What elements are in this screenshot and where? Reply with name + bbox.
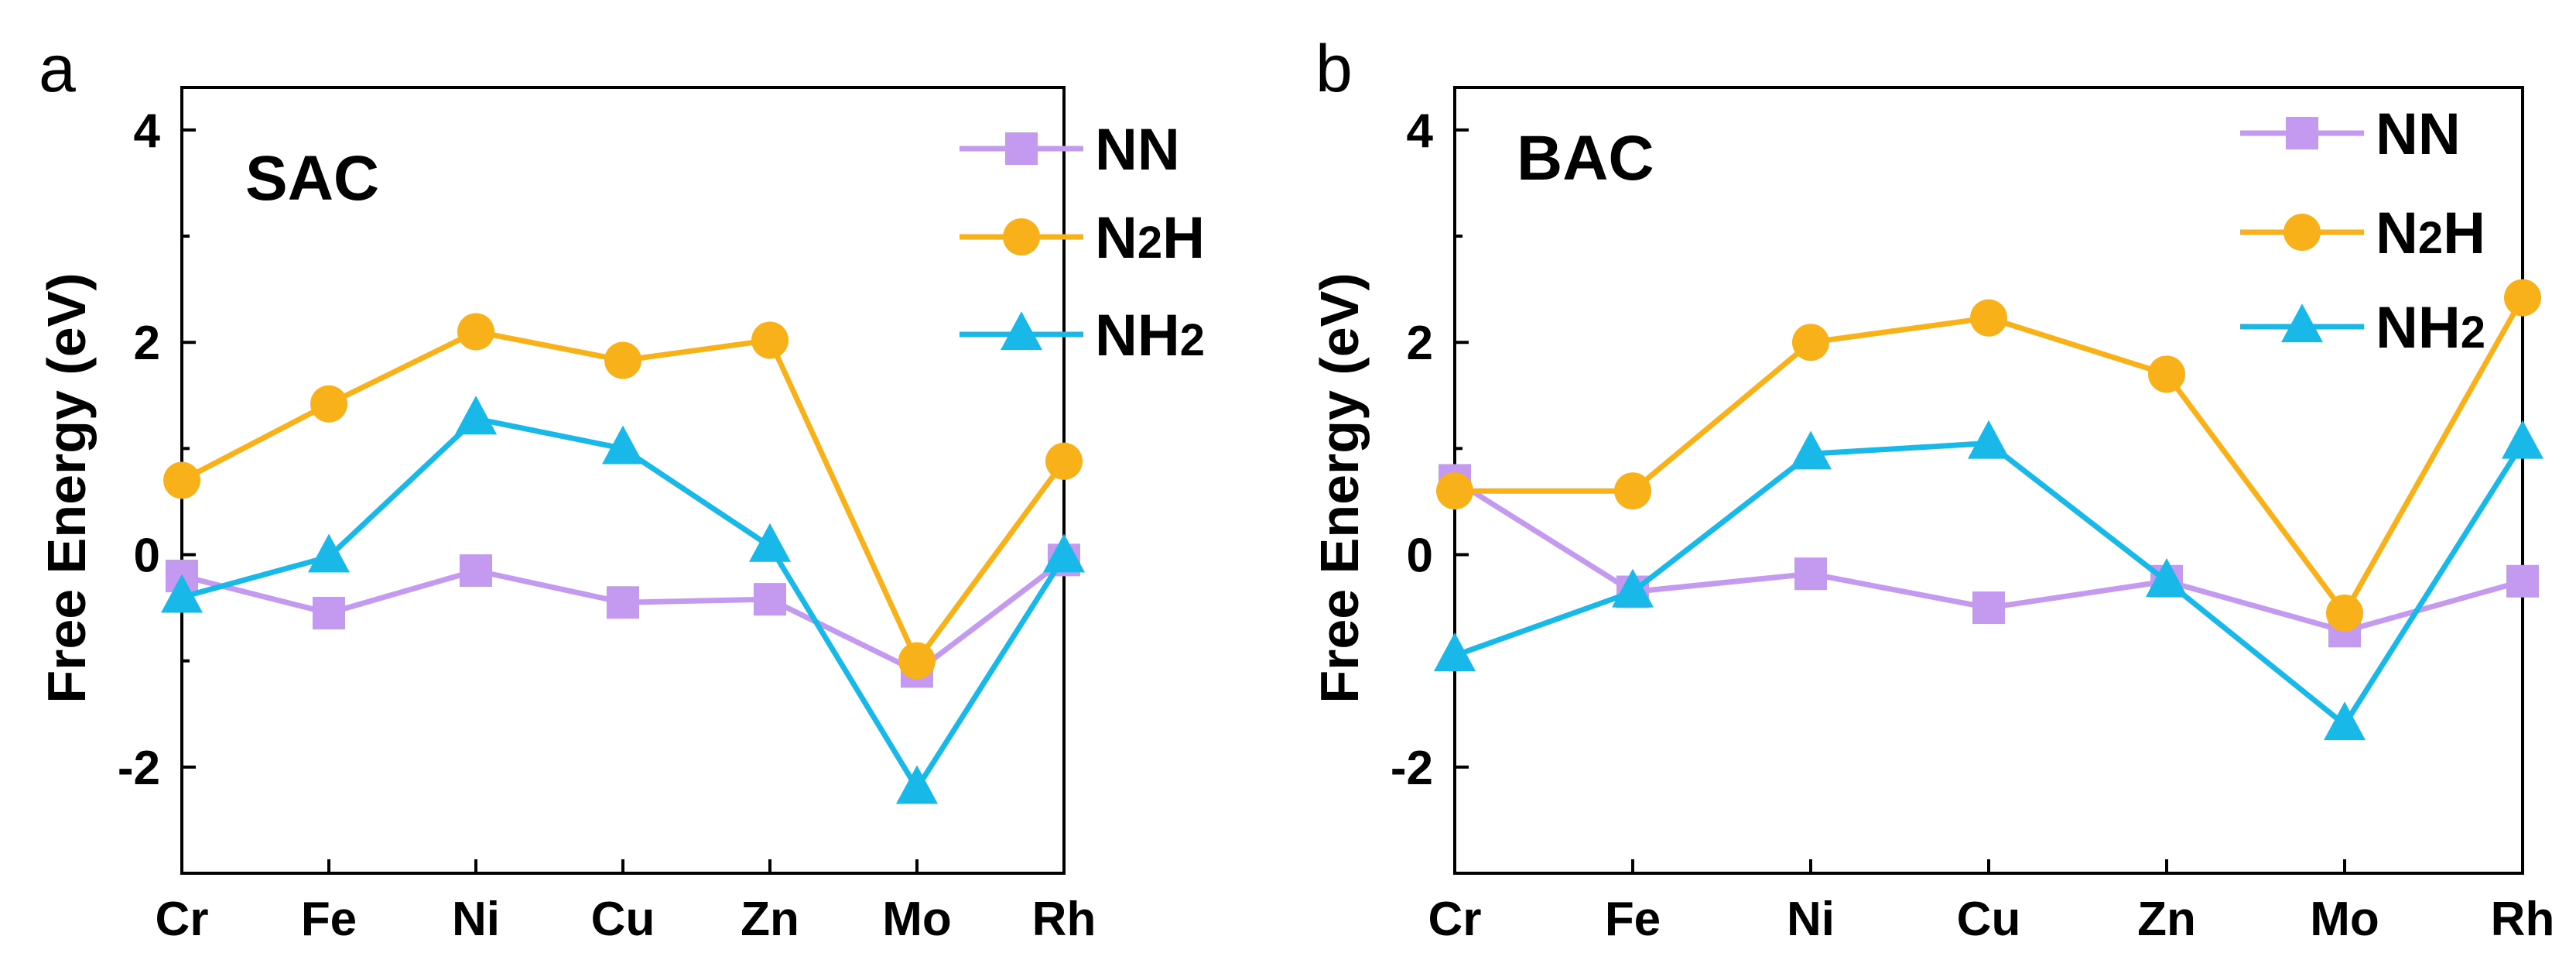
data-point-NN (607, 586, 639, 619)
data-point-NH2 (749, 523, 791, 562)
data-point-NH2 (1968, 420, 2010, 459)
panel-letter: a (39, 32, 76, 106)
legend-marker-NN (2286, 117, 2318, 149)
data-point-NN (1972, 591, 2005, 625)
legend-marker-N2H (1003, 218, 1040, 255)
x-tick-label: Cu (1957, 893, 2021, 946)
data-point-N2H (2326, 594, 2363, 632)
x-tick-label: Mo (2310, 893, 2379, 946)
series-group (1434, 279, 2544, 741)
panel-letter: b (1315, 32, 1353, 106)
data-point-NH2 (2324, 701, 2366, 741)
y-tick-label: 0 (134, 530, 160, 583)
data-point-N2H (1614, 472, 1651, 510)
x-tick-label: Ni (452, 893, 500, 946)
data-point-NN (2506, 564, 2539, 598)
data-point-N2H (604, 341, 641, 379)
legend-marker-NH2 (1001, 311, 1042, 351)
data-point-NH2 (308, 533, 350, 573)
legend-label-NH2: NH2 (2376, 295, 2485, 361)
x-tick-label: Ni (1787, 893, 1835, 946)
y-tick-label: 2 (1407, 317, 1433, 370)
legend-label-N2H: N2H (1095, 205, 1205, 271)
data-point-N2H (1436, 472, 1473, 510)
data-point-NH2 (1043, 533, 1085, 573)
legend-marker-NH2 (2281, 303, 2323, 343)
x-tick-label: Zn (741, 893, 799, 946)
y-tick-label: -2 (118, 742, 160, 795)
data-point-NH2 (602, 425, 644, 464)
data-point-NH2 (455, 396, 497, 435)
data-point-NN (1794, 557, 1827, 591)
data-point-NH2 (2146, 558, 2188, 597)
y-axis-title: Free Energy (eV) (1309, 272, 1370, 703)
plot-frame (1453, 86, 2524, 875)
panel-tag: BAC (1517, 123, 1654, 194)
legend-label-NH2: NH2 (1095, 303, 1205, 368)
data-point-NH2 (2502, 420, 2544, 459)
data-point-N2H (1045, 442, 1083, 480)
x-tick-label: Mo (882, 893, 952, 946)
series-group (161, 313, 1085, 804)
data-point-N2H (457, 313, 494, 351)
panel-a: a SAC 4 2 0 -2 Cr Fe Ni Cu Zn Mo Rh Free Energy (eV) N… (36, 32, 1205, 946)
x-tick-label: Cu (591, 893, 655, 946)
data-point-N2H (751, 321, 789, 359)
x-tick-label: Fe (1605, 893, 1661, 946)
y-tick-label: 4 (134, 105, 161, 158)
data-point-NH2 (896, 765, 938, 804)
x-tick-label: Rh (2491, 893, 2555, 946)
data-point-NH2 (161, 574, 203, 613)
data-point-N2H (163, 461, 200, 499)
data-point-NH2 (1434, 632, 1476, 671)
data-point-N2H (898, 642, 936, 680)
y-axis-title: Free Energy (eV) (36, 272, 97, 703)
data-point-NH2 (1612, 568, 1654, 608)
x-tick-label: Zn (2137, 893, 2196, 946)
data-point-N2H (2148, 355, 2185, 393)
panel-tag: SAC (245, 143, 379, 214)
data-point-N2H (1970, 299, 2007, 337)
legend-label-NN: NN (2376, 101, 2461, 167)
legend-marker-N2H (2284, 214, 2321, 251)
y-tick-label: 4 (1407, 105, 1434, 158)
data-point-N2H (310, 385, 347, 423)
legend-marker-NN (1005, 132, 1038, 165)
y-tick-label: 2 (134, 317, 160, 370)
data-point-NN (313, 596, 345, 629)
x-tick-label: Fe (301, 893, 357, 946)
legend-label-N2H: N2H (2376, 201, 2485, 266)
y-tick-label: -2 (1391, 742, 1433, 795)
y-tick-label: 0 (1407, 530, 1433, 583)
data-point-NN (460, 554, 492, 588)
legend-label-NN: NN (1095, 117, 1180, 183)
x-tick-label: Cr (156, 893, 209, 946)
x-tick-label: Cr (1428, 893, 1482, 946)
data-point-N2H (1792, 324, 1829, 362)
panel-b: b BAC 4 2 0 -2 Cr Fe Ni Cu Zn Mo Rh Free Energy (eV) N… (1309, 32, 2554, 946)
data-point-NH2 (1790, 430, 1832, 470)
data-point-NN (754, 583, 786, 616)
x-tick-label: Rh (1032, 893, 1096, 946)
data-point-N2H (2504, 279, 2541, 317)
